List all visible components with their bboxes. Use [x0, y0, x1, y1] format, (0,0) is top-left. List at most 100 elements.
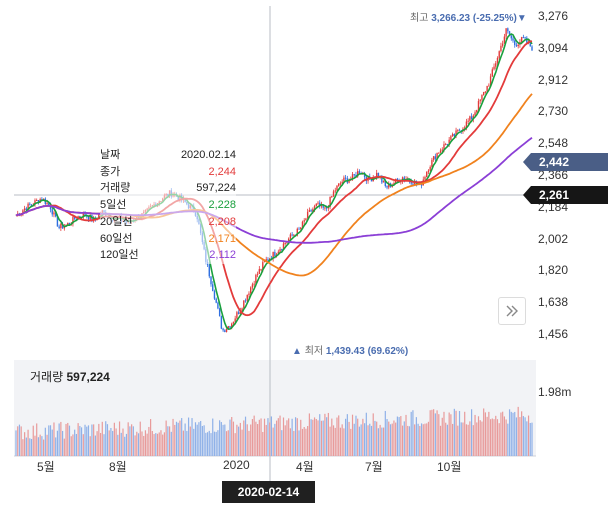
volume-bar [308, 413, 310, 456]
volume-bar [234, 433, 236, 456]
volume-bar [91, 424, 93, 456]
candle-body [210, 276, 212, 285]
volume-bar [34, 435, 36, 456]
volume-bar [244, 416, 247, 456]
candle-body [229, 326, 231, 328]
volume-bar [160, 430, 162, 456]
candle-body [305, 218, 307, 221]
volume-bar [512, 412, 514, 456]
candle-body [27, 203, 29, 211]
volume-bar [89, 436, 91, 456]
volume-bar [381, 427, 383, 456]
volume-bar [431, 409, 433, 456]
volume-bar [386, 418, 388, 456]
volume-bar [275, 420, 278, 456]
volume-bar [412, 410, 414, 456]
tooltip-value: 2,208 [208, 215, 236, 228]
volume-bar [377, 428, 380, 456]
volume-bar [36, 423, 38, 456]
volume-bar [210, 433, 212, 456]
candle-body [498, 51, 500, 58]
candle-body [381, 176, 383, 183]
volume-bar [379, 424, 381, 456]
volume-bar [281, 430, 283, 456]
candle-body [529, 41, 531, 47]
tooltip-value: 2,228 [208, 199, 236, 212]
volume-bar [405, 414, 407, 456]
volume-title: 거래량 597,224 [30, 368, 110, 385]
candle-body [445, 144, 447, 146]
candle-body [427, 170, 430, 172]
volume-bar [458, 411, 461, 456]
volume-bar [410, 411, 412, 456]
volume-bar [125, 433, 128, 456]
cursor-date-badge: 2020-02-14 [222, 481, 315, 503]
candle-body [441, 149, 443, 151]
volume-bar [106, 424, 109, 456]
volume-bar [441, 417, 443, 456]
volume-bar [212, 418, 214, 456]
expand-chart-button[interactable] [498, 297, 526, 325]
candle-body [208, 264, 210, 277]
x-tick-label: 2020 [223, 458, 250, 472]
volume-bar [345, 418, 347, 456]
volume-bar [500, 412, 502, 456]
volume-bar [231, 416, 233, 456]
tooltip-value: 2,244 [208, 165, 236, 178]
volume-bar [348, 421, 350, 456]
volume-bar [155, 433, 157, 456]
volume-bar [419, 425, 421, 456]
volume-bar [72, 434, 74, 456]
candle-body [244, 300, 247, 302]
volume-bar [445, 422, 447, 456]
candle-body [334, 190, 336, 192]
candle-body [531, 46, 533, 51]
volume-bar [25, 437, 27, 456]
candle-body [370, 179, 373, 182]
candle-body [308, 210, 311, 212]
candle-body [253, 283, 255, 285]
candle-body [338, 183, 340, 186]
tooltip-label: 5일선 [100, 199, 127, 212]
candle-body [455, 130, 457, 137]
candle-body [312, 209, 314, 212]
candle-body [315, 203, 317, 207]
candle-body [332, 191, 335, 196]
volume-bar [58, 423, 60, 456]
volume-bar [49, 425, 52, 456]
candle-body [222, 328, 224, 331]
candle-body [303, 220, 305, 222]
volume-bar [46, 434, 48, 456]
candle-body [87, 216, 90, 220]
volume-bar [39, 434, 41, 456]
candle-body [236, 312, 238, 319]
volume-bar [63, 438, 65, 456]
volume-bar [255, 421, 257, 456]
candle-body [260, 269, 262, 271]
volume-bar [77, 423, 79, 456]
volume-bar [225, 431, 228, 456]
volume-bar [479, 420, 481, 456]
volume-bar [24, 432, 26, 456]
candle-body [457, 129, 459, 131]
volume-bar [372, 413, 374, 456]
volume-bar [196, 424, 198, 456]
volume-bar [94, 435, 96, 456]
tooltip-value: 597,224 [196, 182, 236, 195]
volume-bar [146, 433, 148, 456]
volume-bar [108, 430, 110, 456]
volume-bar [232, 421, 235, 456]
volume-bar [388, 421, 390, 456]
candle-body [336, 185, 338, 191]
candle-body [279, 249, 281, 252]
volume-bar [189, 426, 191, 456]
candle-body [98, 214, 100, 219]
volume-bar [350, 428, 352, 456]
tooltip-value: 2,171 [208, 232, 236, 245]
tooltip-row: 날짜 2020.02.14 [100, 147, 236, 164]
candle-body [41, 199, 43, 201]
volume-bar [205, 432, 207, 456]
volume-bar [483, 408, 485, 456]
volume-bar [163, 432, 166, 456]
